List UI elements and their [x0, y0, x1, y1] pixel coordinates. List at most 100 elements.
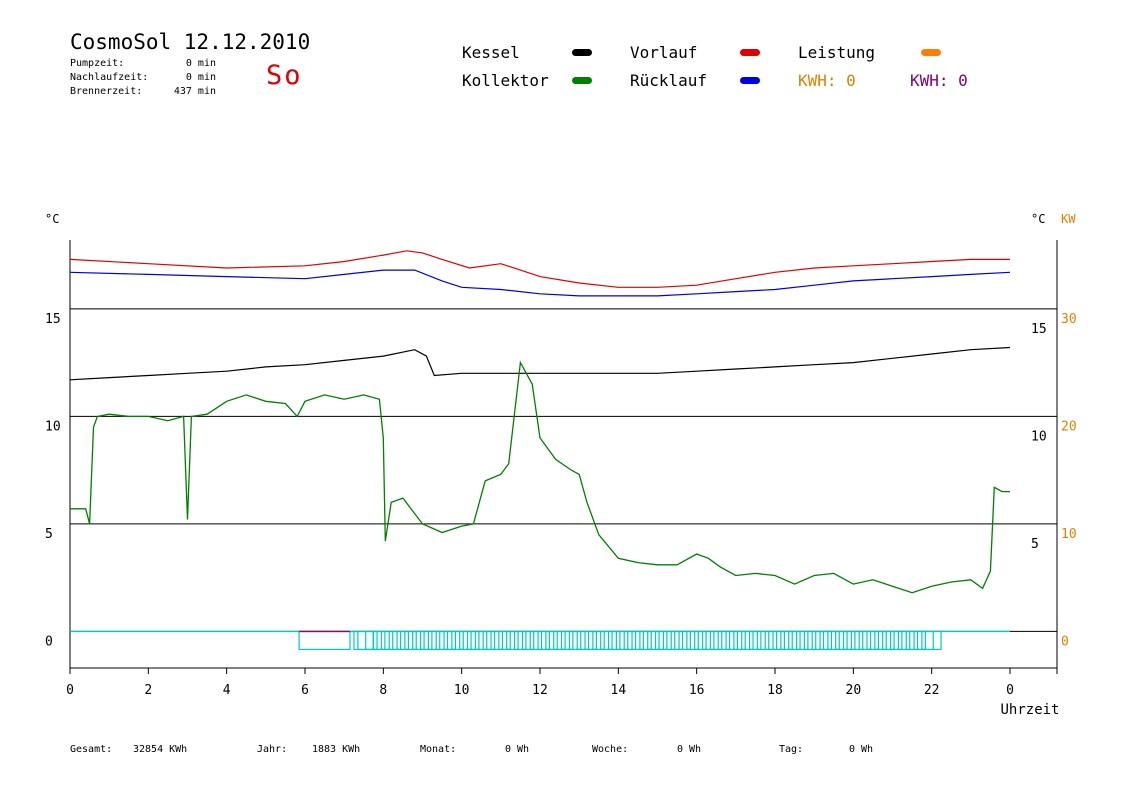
pump-pulse	[795, 630, 817, 651]
pump-pulse	[733, 630, 754, 651]
footer-day-label: Tag:	[779, 744, 804, 755]
pump-pulse	[772, 630, 793, 651]
footer-total-label: Gesamt:	[70, 744, 113, 755]
pump-pulse	[717, 630, 738, 651]
pump-pulse	[819, 630, 840, 651]
series-line-ruecklauf	[69, 269, 1011, 297]
pump-pulse	[474, 630, 496, 651]
footer-week-label: Woche:	[592, 744, 629, 755]
pump-pulse	[404, 630, 425, 651]
x-tick-label: 18	[767, 683, 783, 698]
pump-pulse	[584, 630, 605, 651]
pump-pulse	[756, 630, 778, 651]
pump-pulse	[748, 630, 770, 651]
y-left-tick-label: 10	[45, 419, 61, 434]
pump-pulse	[298, 630, 351, 651]
footer-week-value: 0 Wh	[677, 744, 702, 755]
pump-pulse	[874, 630, 895, 651]
run-on-time-value: 0 min	[185, 72, 216, 83]
pump-pulse	[529, 630, 550, 651]
pump-pulse	[600, 630, 621, 651]
x-tick-label: 8	[379, 683, 387, 698]
burner-time-label: Brennerzeit:	[70, 86, 143, 97]
legend-kessel-label: Kessel	[462, 43, 520, 62]
pump-pulse	[725, 630, 746, 651]
y-power-tick-label: 30	[1061, 312, 1077, 327]
y-left-tick-label: 15	[45, 312, 61, 327]
pump-pulse	[560, 630, 582, 651]
pump-time-value: 0 min	[185, 58, 216, 69]
y-right-tick-label: 5	[1031, 537, 1039, 552]
pump-pulse	[466, 630, 488, 651]
pump-pulse	[427, 630, 449, 651]
series-line-kessel	[69, 346, 1011, 381]
legend-kwh-power: KWH: 0	[798, 71, 856, 90]
chart-tick-labels: 0 2 4 6 8 10 12 14 16 18 20 22 0 Uhrzeit 0 5 10 15 °C 5 10 15…	[45, 212, 1077, 718]
pump-pulse	[647, 630, 668, 651]
pump-pulse	[482, 630, 504, 651]
pump-pulse	[866, 630, 887, 651]
pump-pulse	[419, 630, 441, 651]
pump-pulse	[388, 630, 410, 651]
pump-pulse	[592, 630, 613, 651]
pump-pulse	[631, 630, 652, 651]
y-power-tick-label: 10	[1061, 527, 1077, 542]
pump-pulse	[372, 630, 394, 651]
pump-pulse	[639, 630, 660, 651]
legend-kessel-swatch	[572, 49, 592, 56]
x-tick-label: 12	[532, 683, 548, 698]
x-tick-label: 2	[144, 683, 152, 698]
legend-vorlauf-label: Vorlauf	[630, 43, 698, 62]
x-tick-label: 22	[924, 683, 940, 698]
pump-pulse	[553, 630, 574, 651]
legend-leistung-label: Leistung	[798, 43, 876, 62]
pump-pulse	[701, 630, 723, 651]
x-axis-label: Uhrzeit	[1000, 702, 1059, 718]
pump-pulse	[623, 630, 644, 651]
pump-pulse	[709, 630, 731, 651]
pump-pulse	[435, 630, 457, 651]
pump-pulse	[412, 630, 433, 651]
pump-pulse	[803, 630, 825, 651]
y-power-tick-label: 20	[1061, 419, 1077, 434]
footer-month-value: 0 Wh	[505, 744, 530, 755]
pump-pulse	[686, 630, 707, 651]
y-left-tick-label: 0	[45, 634, 53, 649]
pump-pulse	[913, 630, 934, 651]
pump-pulse	[451, 630, 472, 651]
pump-pulse	[568, 630, 590, 651]
pump-pulse	[827, 630, 848, 651]
x-tick-label: 0	[1006, 683, 1014, 698]
pump-pulse	[889, 630, 911, 651]
pump-pulse	[654, 630, 676, 651]
pump-pulse	[741, 630, 762, 651]
legend-kollektor-label: Kollektor	[462, 71, 549, 90]
legend-ruecklauf-label: Rücklauf	[630, 71, 708, 90]
pump-pulse	[353, 630, 374, 651]
x-tick-label: 14	[611, 683, 627, 698]
run-on-time-label: Nachlaufzeit:	[70, 72, 149, 83]
x-tick-label: 0	[66, 683, 74, 698]
pump-pulse	[513, 630, 535, 651]
pump-pulse	[521, 630, 543, 651]
footer-day-value: 0 Wh	[849, 744, 874, 755]
pump-pulse	[905, 630, 926, 651]
footer-total-value: 32854 KWh	[133, 744, 188, 755]
pump-pulse	[380, 630, 402, 651]
pump-pulse	[365, 630, 386, 651]
x-tick-label: 16	[689, 683, 705, 698]
legend-ruecklauf-swatch	[740, 77, 760, 84]
pump-pulse	[835, 630, 856, 651]
pump-pulse	[357, 630, 378, 651]
burner-time-value: 437 min	[173, 86, 216, 97]
pump-pulse	[607, 630, 629, 651]
pump-pulse	[443, 630, 464, 651]
pump-pulse	[545, 630, 566, 651]
x-tick-label: 6	[301, 683, 309, 698]
y-power-tick-label: 0	[1061, 634, 1069, 649]
pump-time-label: Pumpzeit:	[70, 58, 125, 69]
pump-pulse	[882, 630, 903, 651]
pump-pulse	[662, 630, 684, 651]
pump-pulse	[576, 630, 597, 651]
